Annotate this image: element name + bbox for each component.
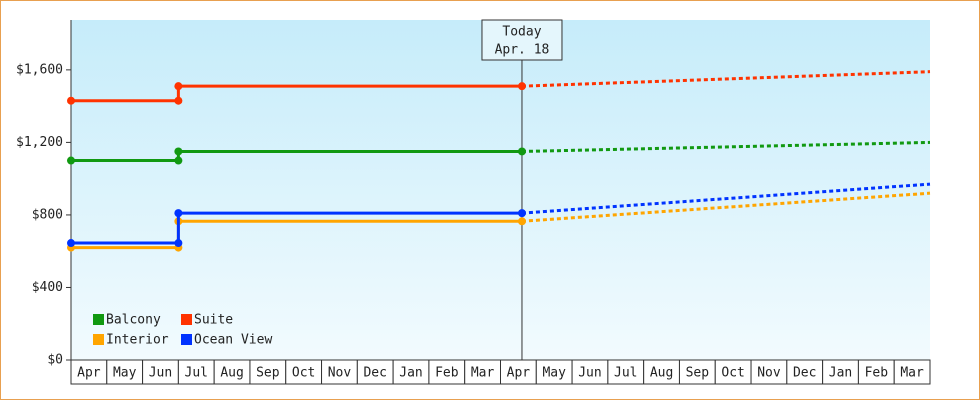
x-tick-cell: [822, 359, 859, 385]
y-tick-label: $1,600: [16, 62, 63, 77]
y-tick-label: $400: [32, 280, 63, 295]
x-tick-label: Aug: [650, 366, 673, 381]
x-tick-label: Apr: [507, 366, 531, 381]
x-tick-label: Dec: [793, 366, 816, 381]
forecast-line: [521, 140, 931, 153]
plot-area: [71, 20, 930, 360]
series-line: [71, 84, 522, 103]
x-tick-cell: [571, 359, 609, 385]
point: [174, 156, 183, 165]
point: [517, 217, 526, 226]
point: [517, 82, 526, 91]
x-tick-label: Feb: [865, 366, 889, 381]
y-tick-label: $1,200: [16, 135, 63, 150]
point: [517, 147, 526, 156]
x-tick-cell: [857, 359, 895, 385]
legend-label: Interior: [106, 333, 169, 348]
legend-swatch: [181, 314, 192, 325]
x-tick-label: Oct: [292, 366, 315, 381]
x-tick-cell: [643, 359, 680, 385]
series-line: [71, 211, 522, 245]
x-tick-label: Nov: [328, 366, 352, 381]
legend-swatch: [181, 334, 192, 345]
x-tick-label: Mar: [471, 366, 495, 381]
point: [67, 96, 75, 105]
x-tick-cell: [321, 359, 358, 385]
x-tick-label: Jun: [578, 366, 601, 381]
legend-label: Ocean View: [194, 333, 272, 348]
forecast-line: [521, 191, 931, 223]
x-tick-cell: [464, 359, 502, 385]
x-tick-cell: [177, 359, 215, 385]
y-tick-label: $0: [47, 353, 63, 368]
x-tick-cell: [714, 359, 752, 385]
x-tick-label: Jan: [829, 366, 852, 381]
point: [174, 209, 183, 218]
point: [67, 156, 75, 165]
x-tick-label: Jan: [399, 366, 422, 381]
x-tick-label: May: [113, 366, 137, 381]
x-tick-label: Oct: [721, 366, 744, 381]
today-box: [481, 19, 563, 61]
x-tick-label: Feb: [435, 366, 459, 381]
x-tick-cell: [786, 359, 824, 385]
today-label: Apr. 18: [495, 43, 550, 58]
point: [67, 239, 75, 248]
x-tick-cell: [249, 359, 287, 385]
x-tick-cell: [106, 359, 144, 385]
x-tick-label: Sep: [686, 366, 710, 381]
legend-swatch: [93, 314, 104, 325]
x-tick-cell: [535, 359, 573, 385]
forecast-line: [521, 182, 931, 215]
x-tick-cell: [893, 359, 931, 385]
x-tick-label: Jun: [149, 366, 172, 381]
legend-swatch: [93, 334, 104, 345]
x-tick-cell: [750, 359, 788, 385]
point: [174, 82, 183, 91]
x-tick-cell: [678, 359, 716, 385]
legend-label: Balcony: [106, 313, 161, 328]
x-tick-label: Mar: [900, 366, 924, 381]
legend-label: Suite: [194, 313, 233, 328]
x-tick-cell: [392, 359, 430, 385]
point: [174, 147, 183, 156]
y-tick-label: $800: [32, 207, 63, 222]
x-tick-label: Nov: [757, 366, 781, 381]
forecast-line: [521, 70, 931, 88]
x-tick-label: Jul: [185, 366, 208, 381]
point: [174, 96, 183, 105]
x-tick-label: Sep: [256, 366, 280, 381]
x-tick-label: Dec: [363, 366, 386, 381]
x-tick-label: May: [542, 366, 566, 381]
x-tick-label: Apr: [77, 366, 101, 381]
point: [174, 239, 183, 248]
x-tick-label: Jul: [614, 366, 637, 381]
point: [517, 209, 526, 218]
x-tick-label: Aug: [220, 366, 243, 381]
today-label: Today: [502, 25, 541, 40]
series-line: [71, 149, 522, 163]
